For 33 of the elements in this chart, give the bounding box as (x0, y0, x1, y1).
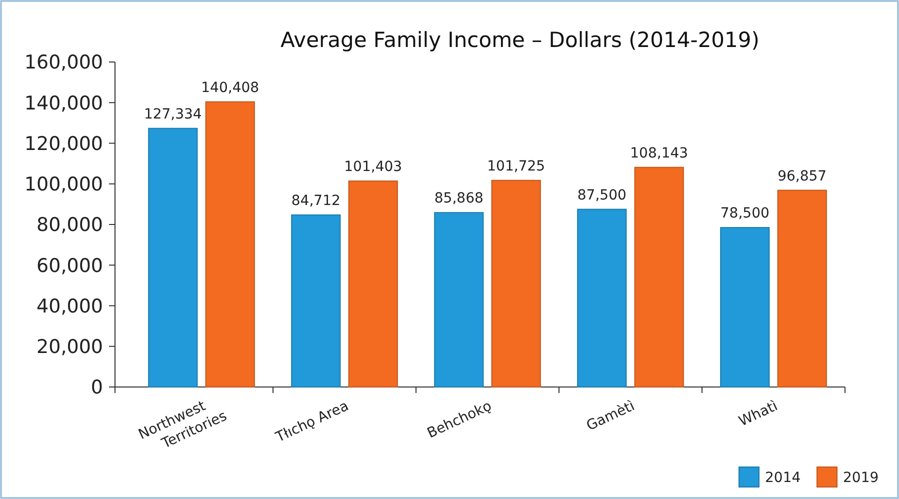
bar (720, 227, 770, 388)
y-tick-label: 140,000 (24, 92, 103, 114)
data-label: 127,334 (144, 106, 202, 122)
data-label: 78,500 (720, 206, 770, 222)
y-tick-label: 20,000 (36, 336, 103, 358)
y-tick-label: 0 (90, 376, 103, 399)
bar (491, 180, 541, 388)
data-label: 101,725 (487, 158, 546, 174)
bar (777, 190, 827, 388)
y-tick-label: 60,000 (36, 254, 103, 277)
data-label: 140,408 (201, 80, 260, 96)
data-label: 101,403 (344, 159, 402, 176)
legend-label: 2019 (843, 470, 879, 486)
bar (634, 166, 684, 388)
bar (348, 180, 398, 388)
bar (205, 101, 255, 388)
bar (577, 208, 627, 388)
bar (291, 214, 341, 388)
chart-title: Average Family Income – Dollars (2014-2019) (280, 28, 760, 52)
bar (434, 212, 484, 388)
data-label: 108,143 (630, 145, 688, 162)
bar (148, 128, 198, 388)
data-label: 84,712 (291, 192, 340, 209)
y-tick-label: 100,000 (24, 174, 103, 196)
y-tick-label: 80,000 (36, 214, 103, 236)
legend-label: 2014 (765, 470, 801, 486)
y-tick-label: 160,000 (24, 52, 103, 74)
x-tick-label: Tłıchǫ Area (272, 398, 352, 446)
y-tick-label: 120,000 (24, 132, 103, 155)
data-label: 85,868 (434, 190, 484, 207)
y-tick-label: 40,000 (36, 295, 103, 318)
data-label: 96,857 (778, 168, 827, 184)
data-label: 87,500 (577, 187, 626, 204)
